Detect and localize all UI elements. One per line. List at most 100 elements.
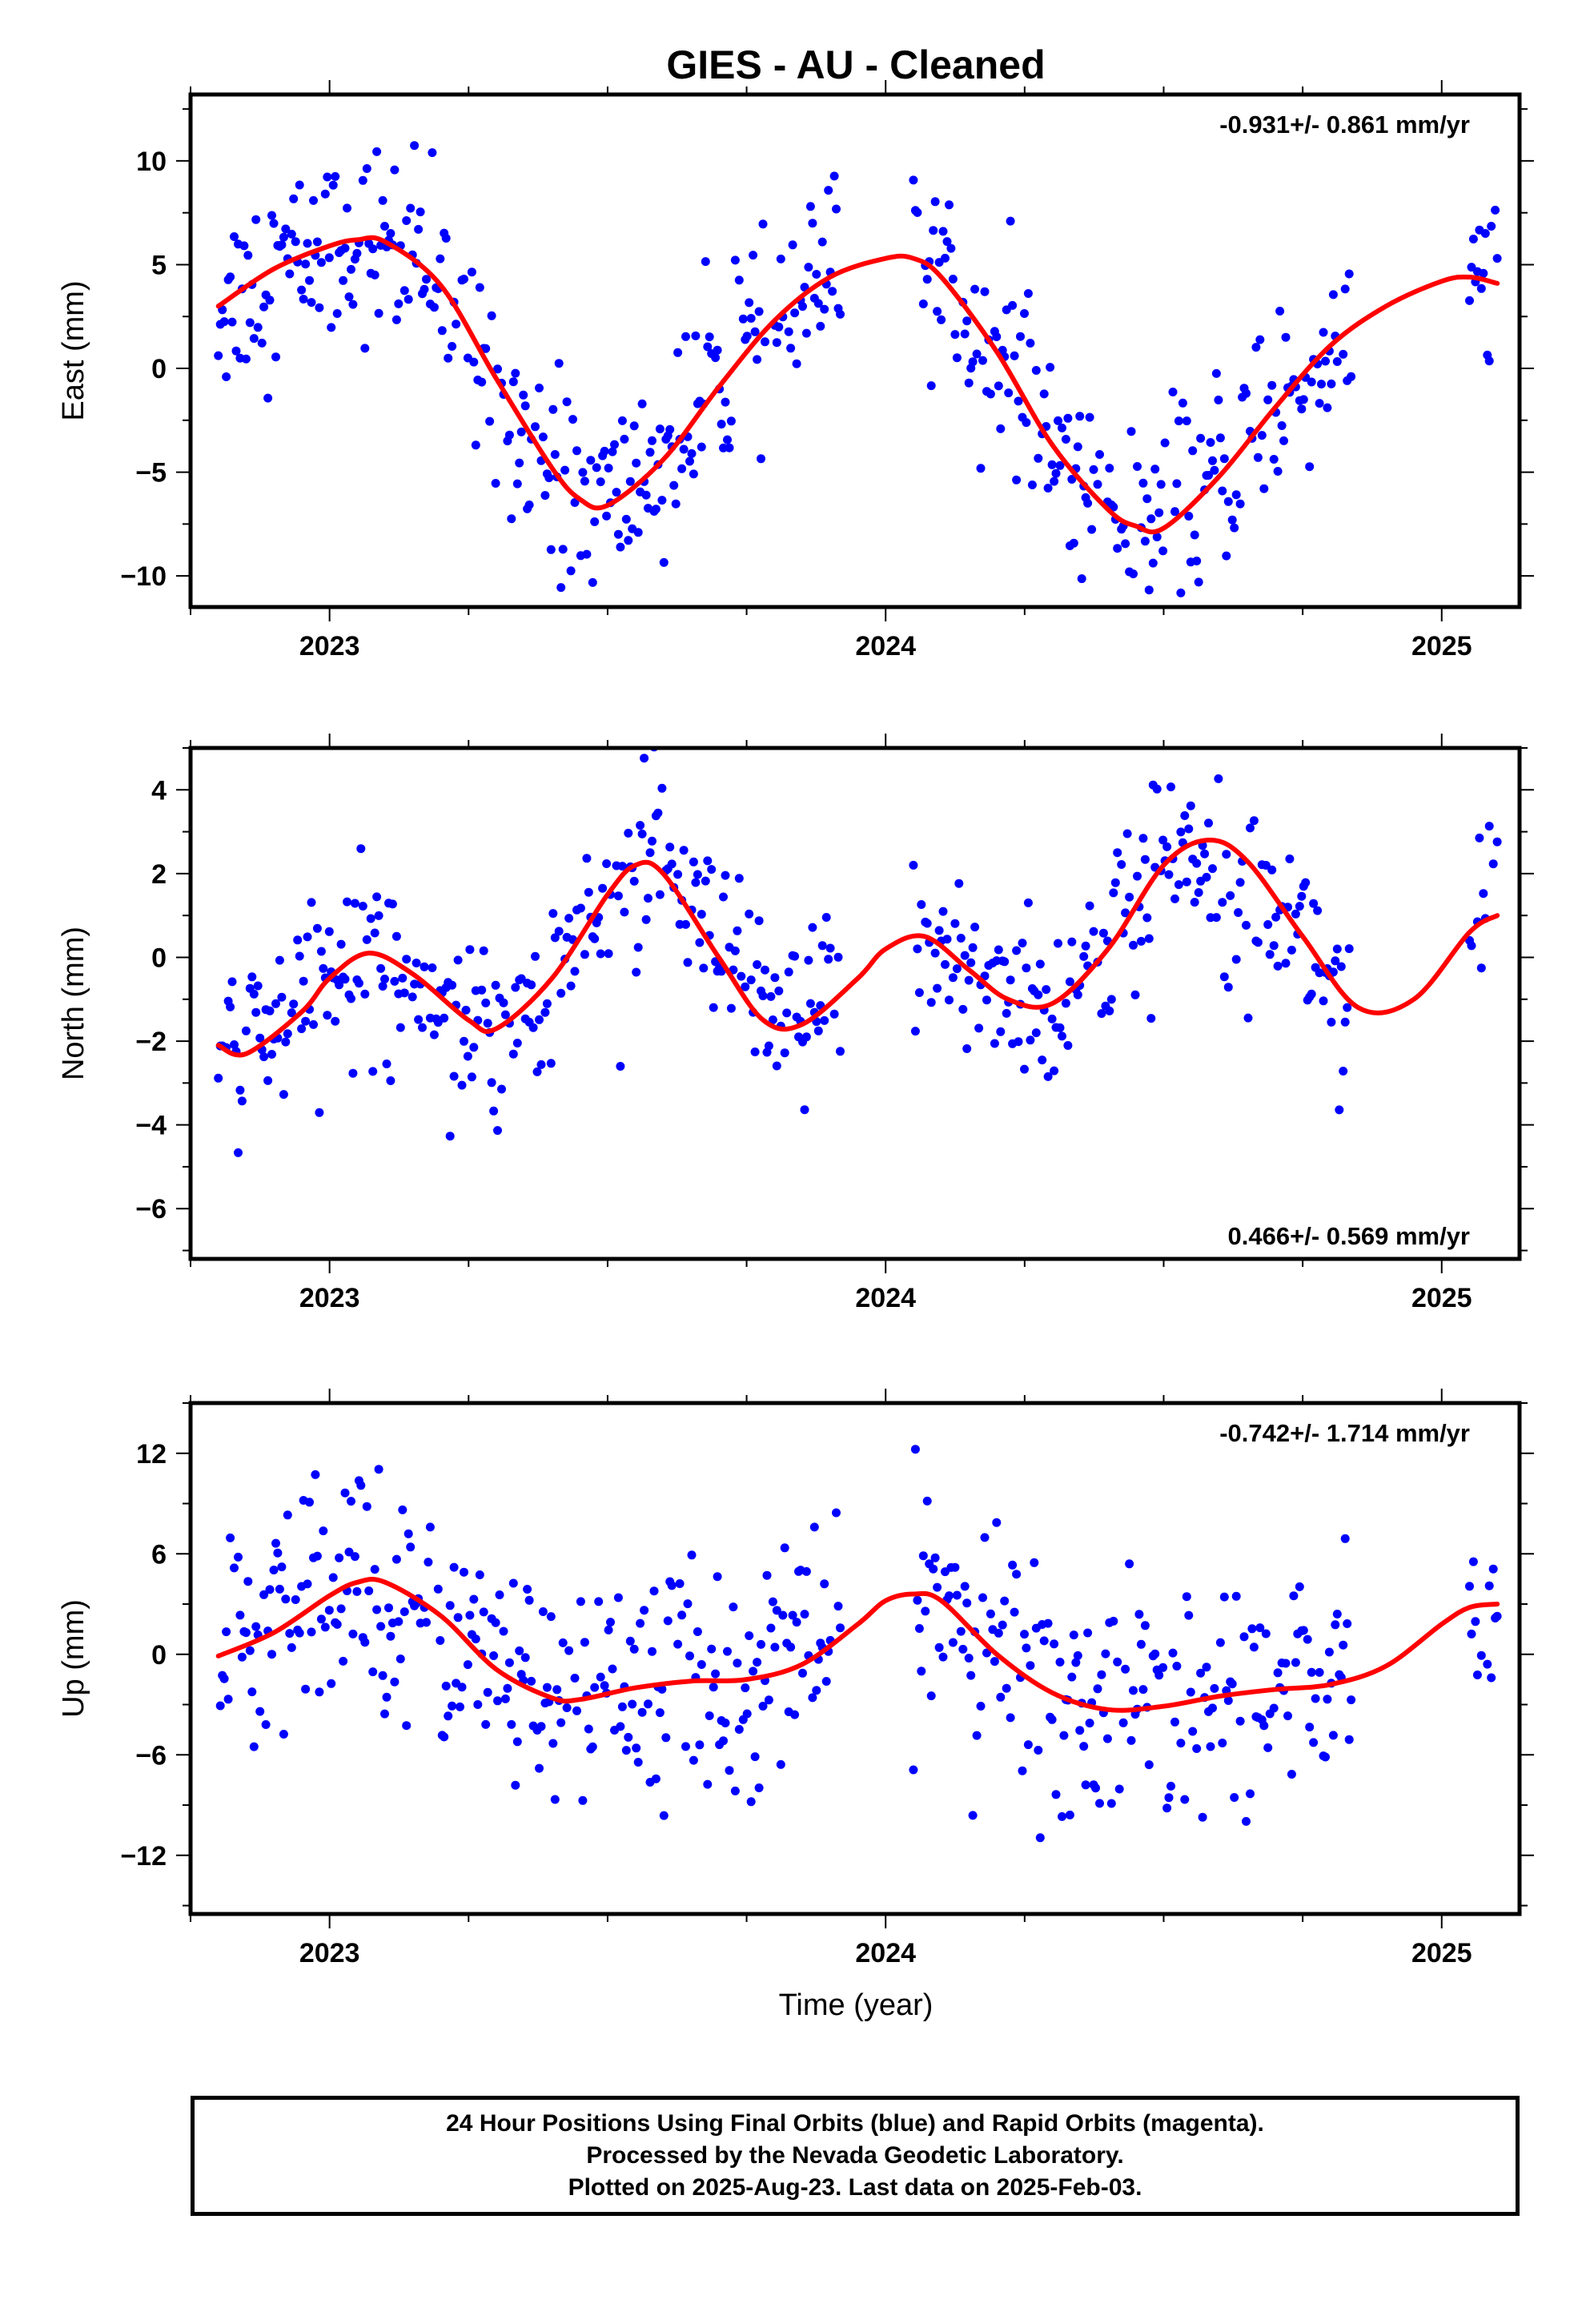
data-point	[297, 285, 307, 295]
data-point	[964, 378, 974, 388]
data-point	[1467, 941, 1476, 951]
data-point	[620, 434, 629, 444]
footer-info-box: 24 Hour Positions Using Final Orbits (bl…	[191, 2096, 1520, 2216]
data-point	[481, 1719, 491, 1729]
data-point	[265, 1006, 275, 1015]
data-point	[750, 1752, 760, 1762]
data-point	[546, 545, 556, 554]
data-point	[257, 338, 267, 348]
data-point	[370, 1565, 379, 1574]
data-point	[996, 424, 1006, 433]
data-point	[1263, 1743, 1273, 1752]
data-point	[801, 1032, 811, 1042]
data-point	[711, 353, 721, 363]
data-point	[693, 870, 702, 879]
data-point	[832, 1508, 841, 1518]
data-point	[790, 1710, 800, 1719]
data-point	[303, 1579, 312, 1589]
data-point	[1299, 395, 1308, 404]
data-point	[456, 1702, 464, 1711]
data-point	[467, 1072, 476, 1082]
data-point	[734, 1725, 744, 1734]
data-point	[305, 275, 314, 285]
rate-label: 0.466+/- 0.569 mm/yr	[1228, 1222, 1470, 1250]
data-point	[1023, 1740, 1033, 1750]
data-point	[1472, 1671, 1482, 1679]
data-point	[945, 995, 954, 1005]
data-point	[970, 923, 980, 932]
data-point	[1027, 480, 1037, 489]
data-point	[1488, 1564, 1498, 1574]
data-point	[608, 1664, 617, 1674]
data-point	[632, 1743, 641, 1753]
data-point	[687, 448, 697, 458]
data-point	[1188, 1727, 1198, 1736]
data-point	[1194, 888, 1203, 897]
data-point	[616, 542, 625, 552]
data-point	[1055, 1023, 1065, 1032]
data-point	[628, 1699, 637, 1709]
data-point	[316, 947, 326, 956]
data-point	[1047, 460, 1057, 469]
data-point	[420, 962, 429, 971]
data-point	[1246, 823, 1255, 833]
data-point	[1277, 421, 1287, 430]
data-point	[550, 933, 560, 943]
data-point	[406, 203, 416, 213]
data-point	[786, 344, 796, 353]
data-point	[1328, 1731, 1338, 1740]
data-point	[362, 164, 371, 173]
data-point	[948, 1638, 958, 1647]
data-point	[786, 1642, 796, 1652]
data-point	[1202, 1663, 1211, 1672]
data-point	[820, 1015, 829, 1025]
data-point	[725, 443, 734, 452]
data-point	[641, 490, 651, 500]
data-point	[1344, 269, 1354, 279]
data-point	[328, 1573, 338, 1582]
data-point	[234, 1148, 243, 1157]
data-point	[1196, 433, 1206, 443]
data-point	[552, 1685, 562, 1695]
data-point	[332, 1619, 342, 1629]
data-point	[247, 1687, 257, 1697]
data-point	[1255, 1623, 1265, 1633]
data-point	[713, 345, 722, 355]
data-point	[1093, 1684, 1102, 1694]
data-point	[1273, 467, 1283, 476]
data-point	[1253, 452, 1263, 462]
data-point	[617, 862, 627, 871]
data-point	[966, 1671, 976, 1680]
data-point	[754, 1783, 764, 1792]
data-point	[548, 909, 558, 919]
data-point	[408, 992, 417, 1002]
data-point	[1263, 395, 1273, 404]
data-point	[297, 1024, 307, 1034]
data-point	[1091, 1783, 1100, 1793]
data-point	[958, 1004, 968, 1014]
data-point	[582, 854, 592, 863]
data-point	[836, 1623, 845, 1633]
data-point	[402, 1721, 412, 1731]
data-point	[247, 972, 257, 982]
data-point	[1006, 1713, 1015, 1723]
data-point	[829, 171, 839, 181]
data-point	[780, 1543, 789, 1553]
data-point	[1182, 416, 1191, 426]
data-point	[1133, 462, 1142, 471]
data-point	[590, 1683, 600, 1692]
data-point	[1162, 842, 1172, 851]
data-point	[281, 224, 291, 234]
data-point	[922, 919, 932, 928]
data-point	[372, 892, 382, 902]
data-point	[1242, 388, 1251, 398]
data-point	[784, 327, 793, 336]
data-point	[1016, 332, 1025, 341]
data-point	[253, 323, 263, 332]
data-point	[754, 307, 764, 316]
data-point	[578, 468, 588, 477]
data-point	[535, 1015, 544, 1024]
data-point	[596, 477, 605, 487]
data-point	[913, 207, 922, 217]
data-point	[757, 454, 765, 464]
